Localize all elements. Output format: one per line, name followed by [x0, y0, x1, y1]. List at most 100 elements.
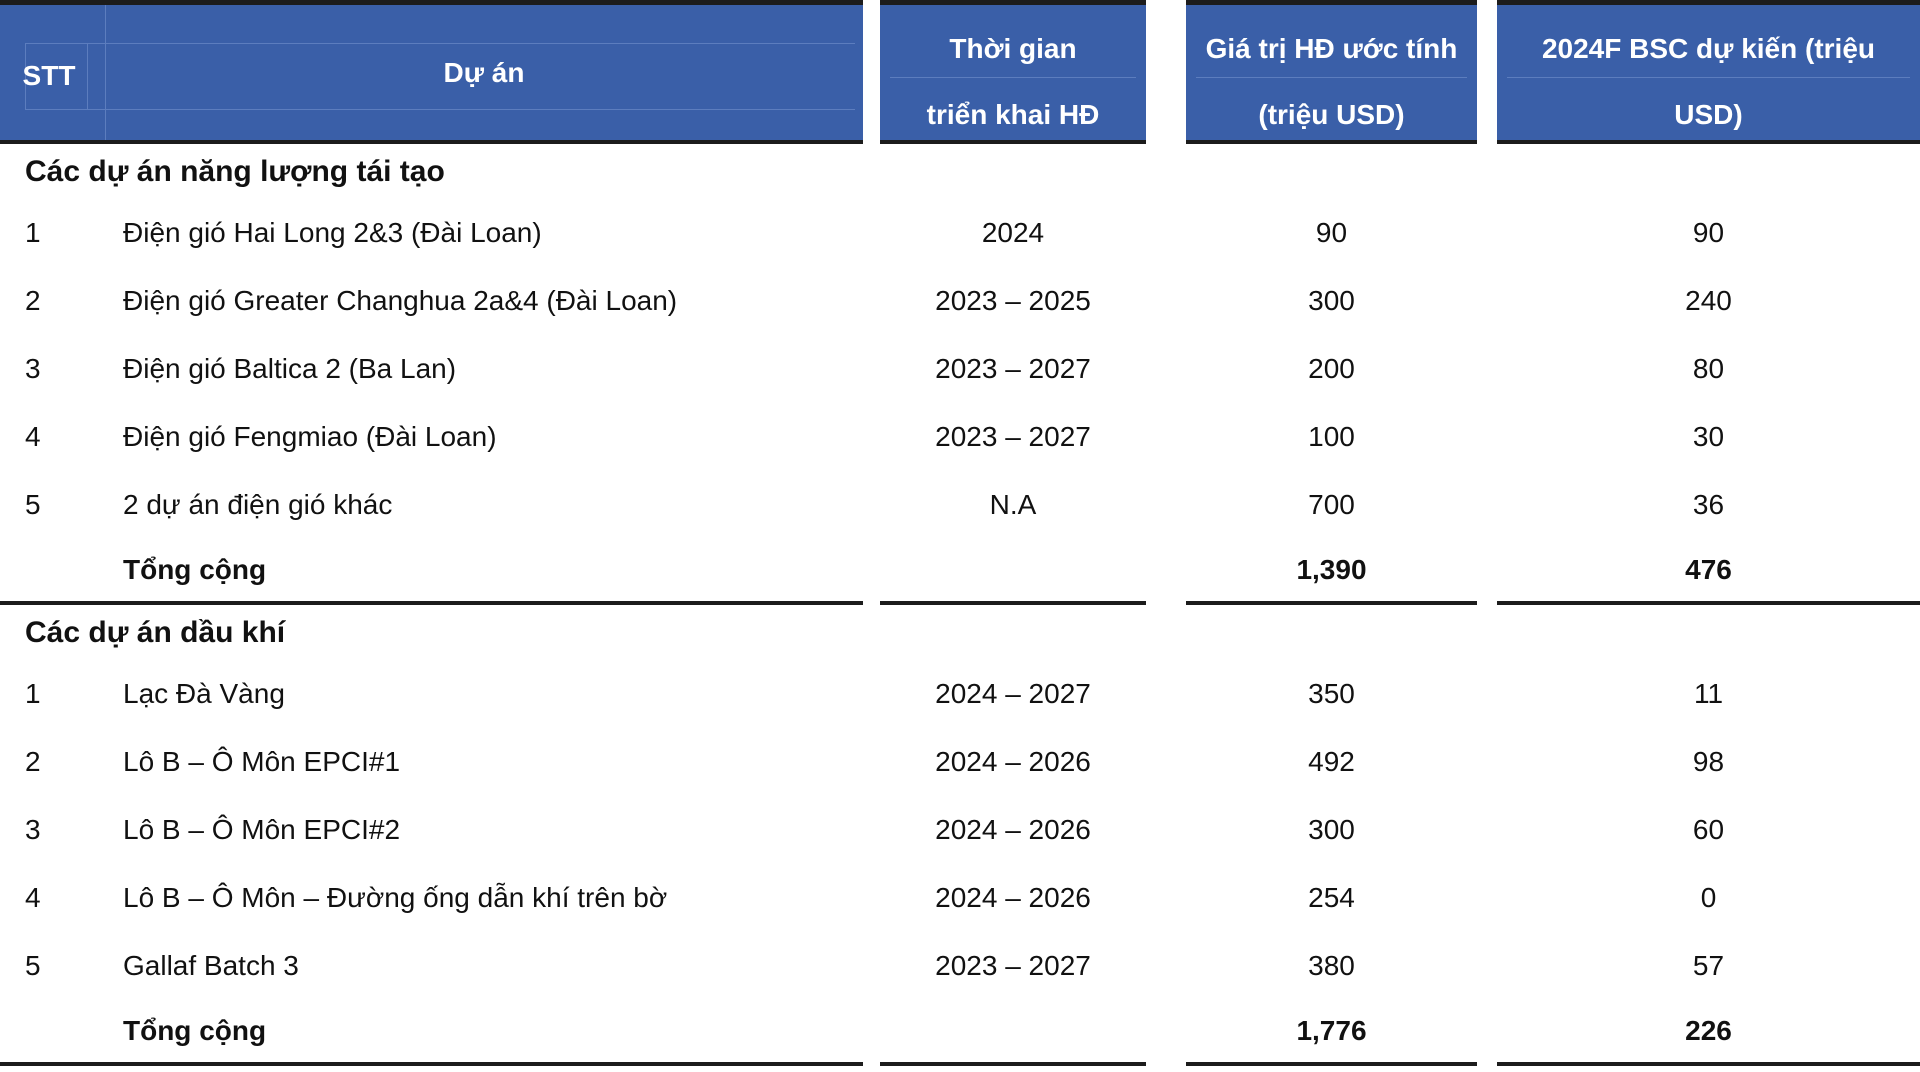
total-row: Tổng cộng 1,776 226	[0, 1000, 1920, 1062]
cell-stt: 3	[25, 814, 41, 845]
header-gridline	[25, 43, 855, 44]
cell-bsc: 0	[1700, 882, 1717, 913]
cell-value: 90	[1315, 217, 1348, 248]
column-header-period-line1: Thời gian	[949, 33, 1077, 64]
cell-bsc: 476	[1685, 554, 1732, 585]
rule-segment	[1186, 1062, 1477, 1066]
cell-project: Gallaf Batch 3	[123, 950, 299, 981]
rule-gap	[863, 1062, 880, 1066]
cell-bsc: 240	[1685, 285, 1732, 316]
cell-stt: 4	[25, 882, 41, 913]
total-label: Tổng cộng	[123, 554, 267, 585]
cell-period: 2023 – 2027	[935, 421, 1091, 452]
cell-period: 2023 – 2025	[935, 285, 1091, 316]
cell-stt: 2	[25, 285, 41, 316]
column-header-value-line1: Giá trị HĐ ước tính	[1205, 33, 1458, 64]
cell-value: 700	[1308, 489, 1355, 520]
rule-gap	[1477, 601, 1497, 605]
cell-stt: 1	[25, 678, 41, 709]
rule-segment	[1186, 601, 1477, 605]
header-gap	[1477, 5, 1497, 140]
cell-project: Lô B – Ô Môn EPCI#1	[123, 746, 401, 777]
table-row: 5 Gallaf Batch 3 2023 – 2027 380 57	[0, 932, 1920, 1000]
cell-value: 100	[1308, 421, 1355, 452]
rule-segment	[1497, 1062, 1920, 1066]
header-gridline	[1196, 77, 1467, 78]
cell-stt: 5	[25, 950, 41, 981]
cell-project: Điện gió Hai Long 2&3 (Đài Loan)	[123, 217, 542, 248]
table-row: 2 Điện gió Greater Changhua 2a&4 (Đài Loa…	[0, 267, 1920, 335]
cell-stt: 2	[25, 746, 41, 777]
column-header-bsc: 2024F BSC dự kiến (triệu USD)	[1497, 5, 1920, 140]
cell-stt: 5	[25, 489, 41, 520]
section-title: Các dự án năng lượng tái tạo	[25, 154, 445, 188]
column-header-bsc-line1: 2024F BSC dự kiến (triệu	[1541, 33, 1876, 64]
header-gridline	[105, 5, 106, 140]
cell-project: Lô B – Ô Môn – Đường ống dẫn khí trên bờ	[123, 882, 668, 913]
cell-period: N.A	[989, 489, 1037, 520]
cell-bsc: 11	[1693, 678, 1724, 709]
cell-bsc: 36	[1692, 489, 1725, 520]
cell-period: 2024 – 2026	[935, 882, 1091, 913]
table-row: 1 Điện gió Hai Long 2&3 (Đài Loan) 2024 90 9…	[0, 199, 1920, 267]
cell-period: 2024 – 2026	[935, 814, 1091, 845]
cell-value: 1,776	[1296, 1015, 1367, 1046]
rule-gap	[1477, 1062, 1497, 1066]
column-header-period-line2: triển khai HĐ	[926, 99, 1100, 130]
header-gridline	[1507, 77, 1910, 78]
rule-gap	[1146, 601, 1186, 605]
header-bottom-border	[0, 140, 1920, 144]
rule-segment	[0, 1062, 863, 1066]
header-gap	[863, 5, 880, 140]
header-gridline	[25, 109, 855, 110]
cell-value: 380	[1308, 950, 1355, 981]
cell-value: 350	[1308, 678, 1355, 709]
rule-segment	[880, 601, 1146, 605]
section-separator	[0, 1062, 1920, 1066]
cell-bsc: 98	[1692, 746, 1725, 777]
rule-segment	[880, 1062, 1146, 1066]
cell-value: 200	[1308, 353, 1355, 384]
cell-value: 300	[1308, 285, 1355, 316]
cell-project: Lô B – Ô Môn EPCI#2	[123, 814, 401, 845]
cell-period: 2024	[981, 217, 1045, 248]
header-gap	[1146, 5, 1186, 140]
cell-bsc: 80	[1692, 353, 1725, 384]
cell-period: 2024 – 2027	[935, 678, 1091, 709]
table-body: Các dự án năng lượng tái tạo 1 Điện gió Ha…	[0, 144, 1920, 1066]
cell-bsc: 226	[1685, 1015, 1732, 1046]
cell-value: 492	[1308, 746, 1355, 777]
cell-bsc: 57	[1692, 950, 1725, 981]
section-separator	[0, 601, 1920, 605]
cell-value: 254	[1308, 882, 1355, 913]
header-gridline	[87, 43, 88, 109]
table-row: 4 Lô B – Ô Môn – Đường ống dẫn khí trên b…	[0, 864, 1920, 932]
table-row: 5 2 dự án điện gió khác N.A 700 36	[0, 471, 1920, 539]
cell-stt: 4	[25, 421, 41, 452]
table-row: 4 Điện gió Fengmiao (Đài Loan) 2023 – 2027…	[0, 403, 1920, 471]
rule-gap	[1146, 1062, 1186, 1066]
table-top-border	[0, 0, 1920, 5]
header-block-main: STT Dự án	[0, 5, 863, 140]
table-row: 3 Điện gió Baltica 2 (Ba Lan) 2023 – 2027 2…	[0, 335, 1920, 403]
cell-bsc: 60	[1692, 814, 1725, 845]
cell-bsc: 30	[1692, 421, 1725, 452]
section-title: Các dự án dầu khí	[25, 615, 286, 649]
column-header-period: Thời gian triển khai HĐ	[880, 5, 1146, 140]
cell-project: Điện gió Greater Changhua 2a&4 (Đài Loan…	[123, 285, 678, 316]
table-row: 2 Lô B – Ô Môn EPCI#1 2024 – 2026 492 98	[0, 728, 1920, 796]
cell-stt: 3	[25, 353, 41, 384]
cell-value: 300	[1308, 814, 1355, 845]
column-header-value: Giá trị HĐ ước tính (triệu USD)	[1186, 5, 1477, 140]
rule-segment	[0, 601, 863, 605]
cell-project: Điện gió Fengmiao (Đài Loan)	[123, 421, 497, 452]
table-header: STT Dự án Thời gian triển khai HĐ Giá tr…	[0, 5, 1920, 140]
header-gridline	[25, 43, 26, 109]
column-header-bsc-line2: USD)	[1674, 99, 1743, 130]
cell-stt: 1	[25, 217, 41, 248]
cell-period: 2023 – 2027	[935, 950, 1091, 981]
column-header-project: Dự án	[443, 56, 525, 88]
table-row: 3 Lô B – Ô Môn EPCI#2 2024 – 2026 300 60	[0, 796, 1920, 864]
cell-period: 2023 – 2027	[935, 353, 1091, 384]
total-row: Tổng cộng 1,390 476	[0, 539, 1920, 601]
